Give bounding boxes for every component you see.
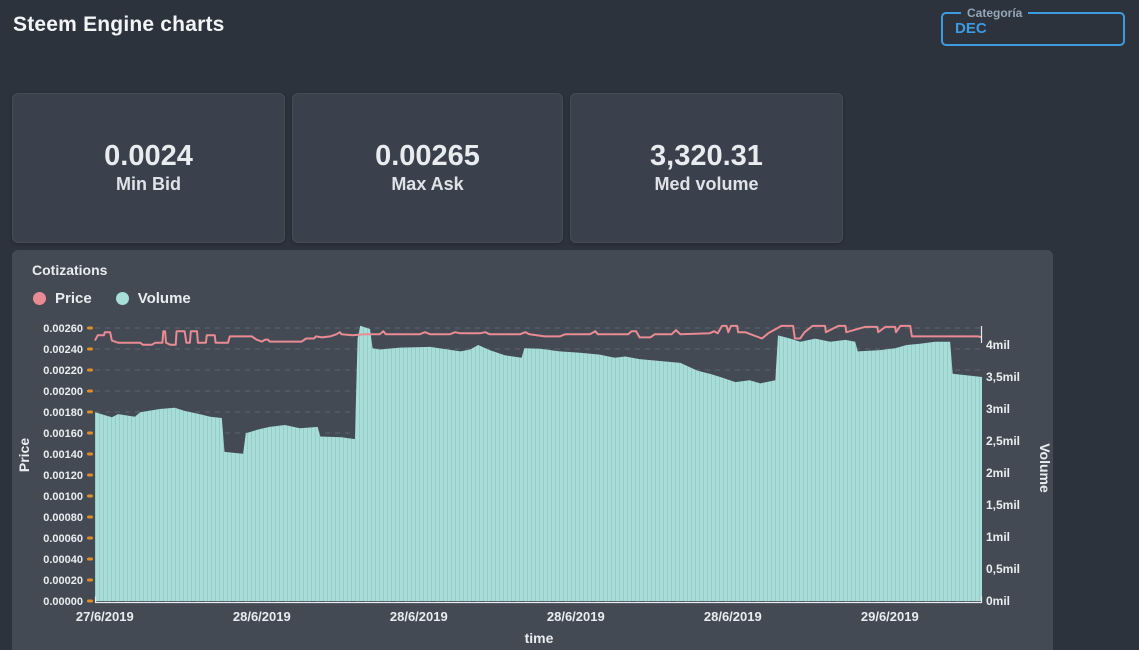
- category-select-value: DEC: [955, 20, 987, 37]
- volume-axis-tick-label: 1mil: [986, 530, 1010, 544]
- price-axis-tick-label: 0.00180: [43, 407, 83, 419]
- stat-card-med-volume: 3,320.31 Med volume: [570, 93, 843, 243]
- max-ask-value: 0.00265: [375, 139, 480, 172]
- price-axis-tick-label: 0.00080: [43, 512, 83, 524]
- price-axis-title: Price: [16, 438, 32, 472]
- time-axis-tick-label: 27/6/2019: [76, 609, 134, 624]
- chart-legend: Price Volume: [33, 290, 191, 307]
- volume-axis-tick-label: 0,5mil: [986, 562, 1020, 576]
- volume-axis-tick-label: 2,5mil: [986, 434, 1020, 448]
- price-axis-tick-icon: [87, 578, 93, 582]
- price-axis-tick-icon: [87, 368, 93, 372]
- time-axis-tick-label: 29/6/2019: [861, 609, 919, 624]
- volume-axis-tick-label: 4mil: [986, 338, 1010, 352]
- chart-title: Cotizations: [32, 262, 108, 278]
- price-axis-tick-label: 0.00220: [43, 365, 83, 377]
- price-axis-tick-label: 0.00060: [43, 533, 83, 545]
- price-axis-tick-icon: [87, 515, 93, 519]
- volume-axis-tick-label: 3mil: [986, 402, 1010, 416]
- price-axis-tick-label: 0.00260: [43, 323, 83, 335]
- volume-axis-tick-label: 3,5mil: [986, 370, 1020, 384]
- min-bid-label: Min Bid: [116, 174, 181, 195]
- price-axis-tick-icon: [87, 326, 93, 330]
- price-legend-dot-icon: [33, 292, 46, 305]
- time-axis-tick-label: 28/6/2019: [233, 609, 291, 624]
- price-axis-tick-icon: [87, 389, 93, 393]
- price-axis-tick-label: 0.00100: [43, 491, 83, 503]
- volume-axis-tick-label: 2mil: [986, 466, 1010, 480]
- price-axis-tick-icon: [87, 347, 93, 351]
- price-axis-tick-label: 0.00120: [43, 470, 83, 482]
- category-select-label: Categoría: [967, 6, 1023, 20]
- volume-axis-title: Volume: [1037, 443, 1053, 493]
- price-axis-tick-icon: [87, 431, 93, 435]
- price-legend-label: Price: [55, 290, 92, 307]
- price-axis-tick-label: 0.00140: [43, 449, 83, 461]
- time-axis-title: time: [525, 630, 554, 646]
- cotizations-panel: Cotizations Price Volume 0.00000 0.00020 0…: [12, 250, 1053, 650]
- price-axis-tick-icon: [87, 452, 93, 456]
- stat-card-min-bid: 0.0024 Min Bid: [12, 93, 285, 243]
- price-axis-tick-icon: [87, 599, 93, 603]
- price-axis-tick-label: 0.00020: [43, 575, 83, 587]
- max-ask-label: Max Ask: [391, 174, 464, 195]
- volume-axis-tick-label: 1,5mil: [986, 498, 1020, 512]
- volume-axis-tick-label: 0mil: [986, 594, 1010, 608]
- legend-item-volume[interactable]: Volume: [115, 290, 191, 307]
- price-axis-tick-label: 0.00200: [43, 386, 83, 398]
- time-axis-tick-label: 28/6/2019: [547, 609, 605, 624]
- price-axis-tick-label: 0.00240: [43, 344, 83, 356]
- price-axis-tick-icon: [87, 494, 93, 498]
- category-select[interactable]: Categoría DEC: [941, 6, 1125, 46]
- price-axis-tick-icon: [87, 536, 93, 540]
- price-axis-tick-label: 0.00040: [43, 554, 83, 566]
- med-volume-value: 3,320.31: [650, 139, 763, 172]
- page-title: Steem Engine charts: [13, 13, 225, 36]
- price-axis-tick-icon: [87, 473, 93, 477]
- time-axis-tick-label: 28/6/2019: [704, 609, 762, 624]
- volume-legend-dot-icon: [115, 292, 129, 305]
- cotizations-chart: 0.00000 0.00020 0.00040 0.00060 0.00080 0.001…: [16, 323, 1053, 646]
- price-axis-tick-label: 0.00000: [43, 596, 83, 608]
- med-volume-label: Med volume: [654, 174, 759, 195]
- legend-item-price[interactable]: Price: [33, 290, 92, 307]
- price-axis-tick-icon: [87, 557, 93, 561]
- time-axis-tick-label: 28/6/2019: [390, 609, 448, 624]
- volume-legend-label: Volume: [137, 290, 191, 307]
- price-line-series: [94, 324, 983, 346]
- price-axis-tick-label: 0.00160: [43, 428, 83, 440]
- min-bid-value: 0.0024: [104, 139, 193, 172]
- price-axis-tick-icon: [87, 410, 93, 414]
- stat-card-max-ask: 0.00265 Max Ask: [292, 93, 563, 243]
